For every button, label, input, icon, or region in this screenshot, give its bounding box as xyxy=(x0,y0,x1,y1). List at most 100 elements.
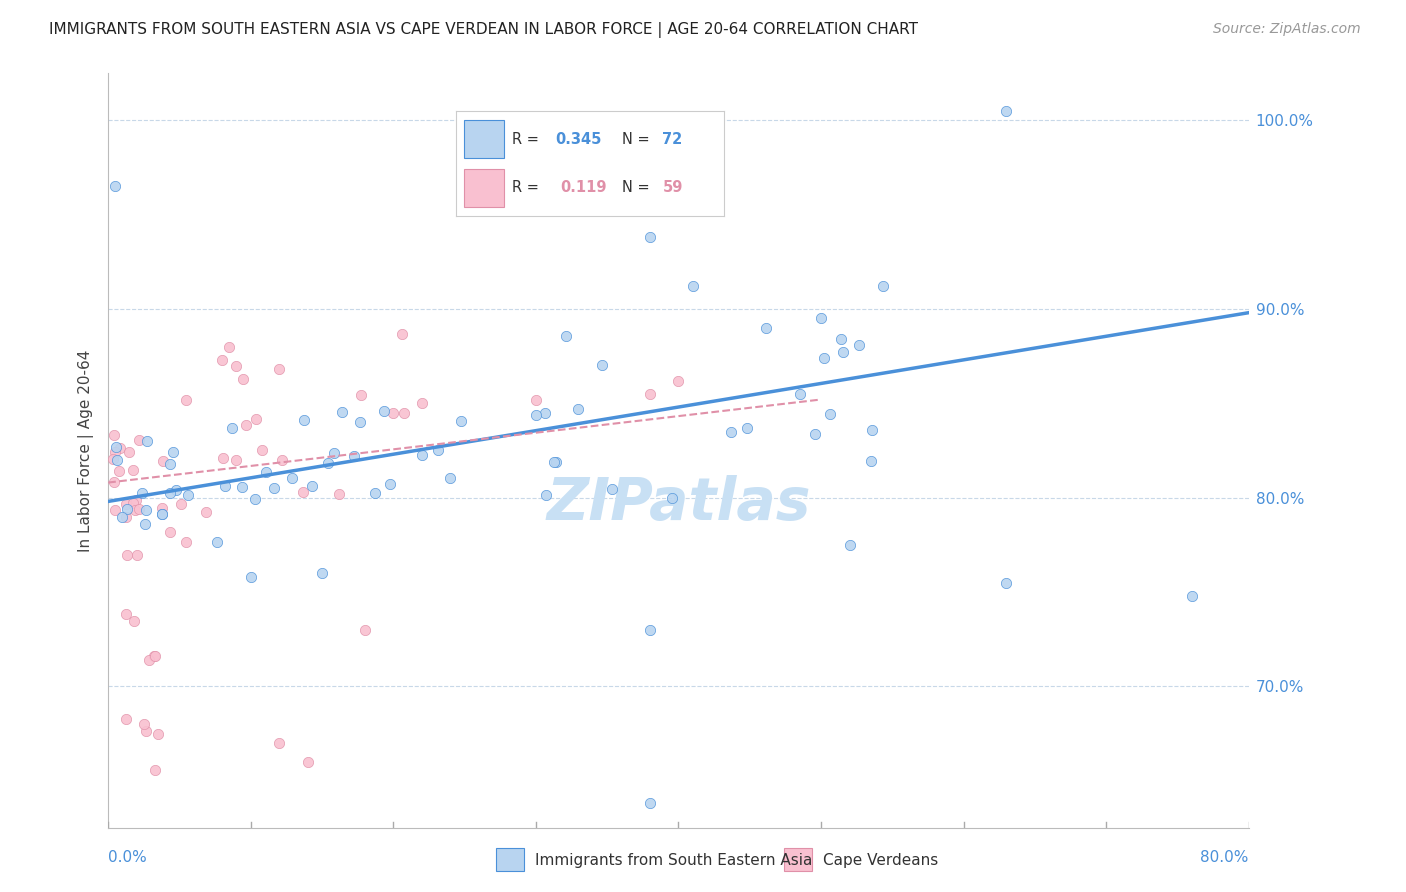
Point xyxy=(232,372,254,386)
Point xyxy=(392,406,415,420)
Point xyxy=(105,453,128,467)
Point xyxy=(138,653,160,667)
Point xyxy=(128,502,150,516)
Point xyxy=(291,485,314,500)
Point xyxy=(323,446,346,460)
Point xyxy=(804,427,827,442)
Point xyxy=(281,471,304,485)
Point xyxy=(143,648,166,663)
Point xyxy=(328,487,350,501)
Point xyxy=(638,623,661,637)
Point xyxy=(638,797,661,811)
Point xyxy=(391,326,413,341)
Point xyxy=(128,434,150,448)
Point xyxy=(159,525,181,540)
Point xyxy=(225,452,247,467)
Point xyxy=(122,615,145,629)
Point xyxy=(373,403,395,417)
Point xyxy=(252,443,274,458)
Point xyxy=(534,406,557,420)
Point xyxy=(450,414,472,428)
Text: IMMIGRANTS FROM SOUTH EASTERN ASIA VS CAPE VERDEAN IN LABOR FORCE | AGE 20-64 CO: IMMIGRANTS FROM SOUTH EASTERN ASIA VS CA… xyxy=(49,22,918,38)
Point xyxy=(818,407,841,421)
Point xyxy=(152,453,174,467)
Point xyxy=(125,492,148,507)
Text: 0.0%: 0.0% xyxy=(108,850,146,865)
Point xyxy=(115,713,138,727)
Point xyxy=(755,320,778,334)
Point xyxy=(269,736,291,750)
Point xyxy=(108,464,131,478)
Point xyxy=(115,501,138,516)
Point xyxy=(544,455,567,469)
Point xyxy=(114,607,136,621)
Point xyxy=(159,486,181,500)
Point xyxy=(174,535,197,549)
Point xyxy=(254,465,277,479)
Point xyxy=(995,103,1018,118)
Point xyxy=(177,488,200,502)
Point xyxy=(311,566,333,581)
Point xyxy=(720,425,742,439)
Point xyxy=(146,726,169,740)
Point xyxy=(439,471,461,485)
Point xyxy=(243,491,266,506)
Point xyxy=(813,351,835,366)
Point xyxy=(143,649,166,664)
Point xyxy=(111,510,134,524)
Point xyxy=(270,452,292,467)
Point xyxy=(162,445,184,459)
Point xyxy=(212,450,235,465)
Point xyxy=(411,449,433,463)
Point xyxy=(245,411,267,425)
Point xyxy=(349,415,371,429)
Point xyxy=(122,496,145,510)
Point xyxy=(150,507,173,521)
Point xyxy=(638,387,661,401)
Point xyxy=(125,549,148,563)
Point xyxy=(995,575,1018,590)
Point xyxy=(176,393,198,408)
Point xyxy=(194,505,217,519)
Point xyxy=(810,311,832,326)
Point xyxy=(118,445,141,459)
Point xyxy=(214,479,236,493)
Point xyxy=(134,516,156,531)
Point xyxy=(211,352,233,367)
Point xyxy=(104,503,127,517)
Point xyxy=(859,454,882,468)
Point xyxy=(297,755,319,769)
Point xyxy=(165,483,187,498)
Point xyxy=(115,509,138,524)
Point xyxy=(235,418,257,433)
Point xyxy=(301,479,323,493)
Point xyxy=(830,332,852,346)
Point xyxy=(364,485,387,500)
Point xyxy=(555,329,578,343)
Point xyxy=(135,502,157,516)
Point xyxy=(101,452,124,467)
Point xyxy=(103,475,125,490)
Text: 80.0%: 80.0% xyxy=(1201,850,1249,865)
Text: ZIPatlas: ZIPatlas xyxy=(546,475,811,532)
Point xyxy=(221,421,243,435)
Point xyxy=(353,623,375,637)
Point xyxy=(263,481,285,495)
Point xyxy=(600,482,623,496)
Point xyxy=(104,445,127,459)
Point xyxy=(567,401,589,416)
Point xyxy=(135,434,157,448)
Point xyxy=(543,455,565,469)
Point xyxy=(292,413,315,427)
Point xyxy=(150,508,173,522)
Point xyxy=(427,442,450,457)
Point xyxy=(534,487,557,501)
Point xyxy=(122,463,145,477)
Point xyxy=(105,440,128,454)
Point xyxy=(316,456,339,470)
Point xyxy=(524,392,547,407)
Point xyxy=(132,717,155,731)
Point xyxy=(378,477,401,491)
Text: Immigrants from South Eastern Asia: Immigrants from South Eastern Asia xyxy=(536,853,813,868)
Point xyxy=(103,427,125,442)
